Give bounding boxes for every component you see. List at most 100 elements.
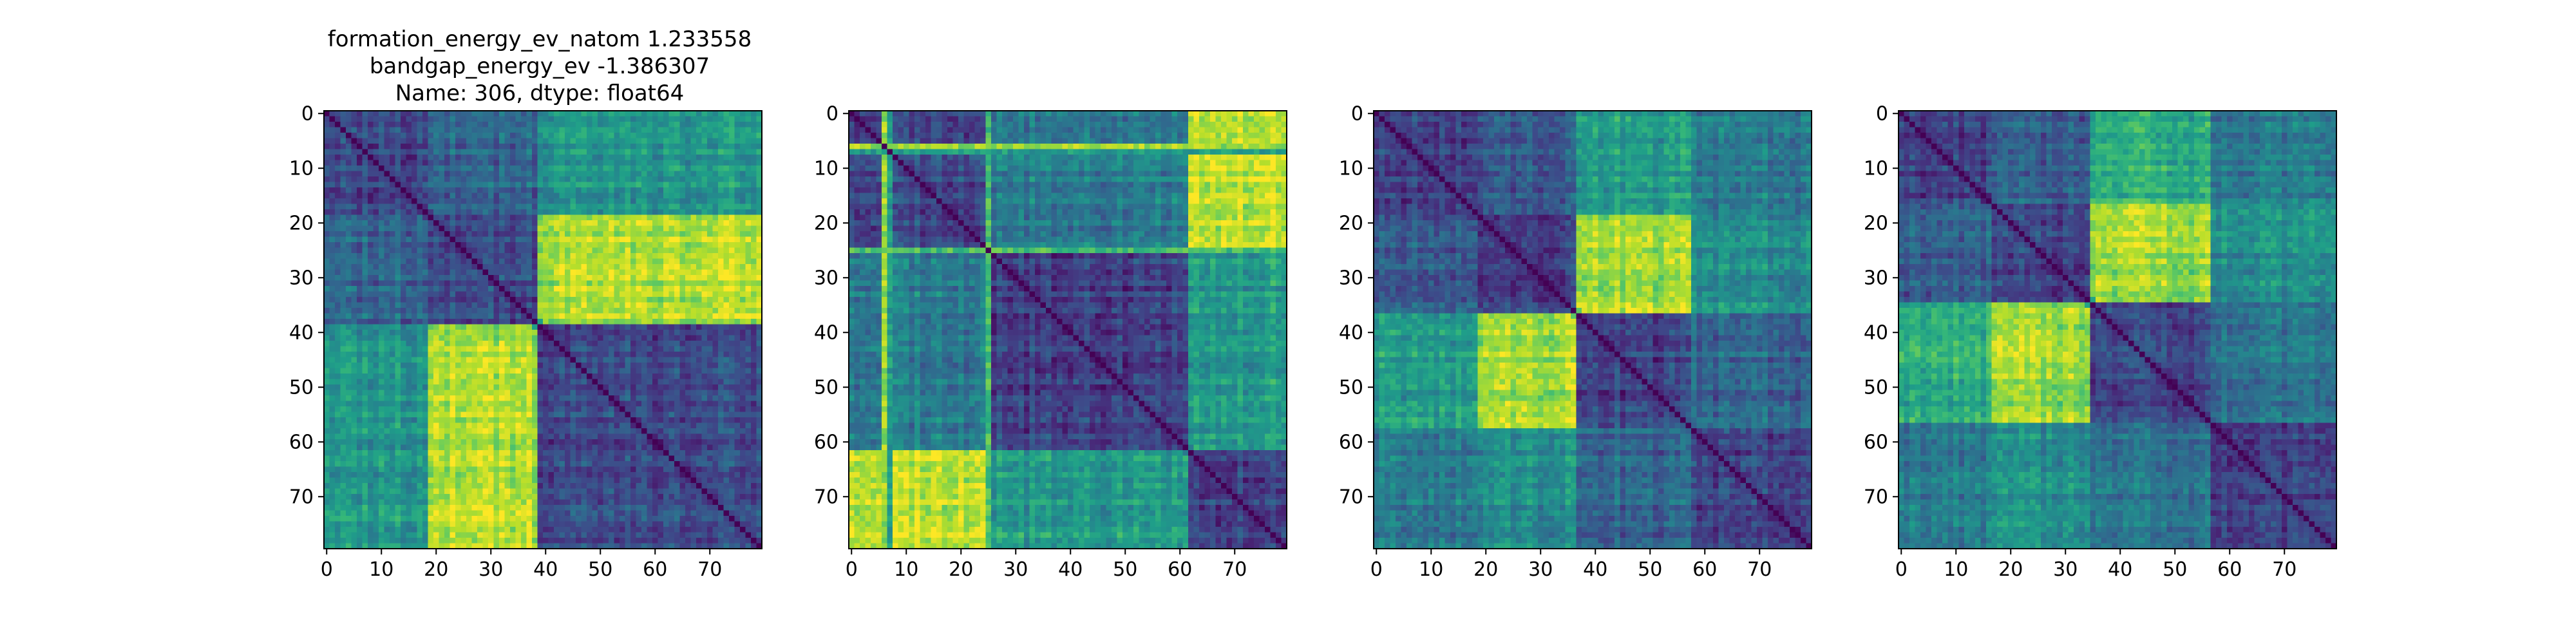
heatmap-cell [521,122,527,128]
heatmap-cell [707,160,713,166]
heatmap-cell [543,193,549,199]
heatmap-cell [560,412,565,418]
heatmap-cell [444,286,450,292]
heatmap-cell [680,166,686,171]
heatmap-cell [746,292,752,298]
heatmap-cell [713,253,719,259]
heatmap-cell [357,128,363,133]
heatmap-cell [691,253,697,259]
heatmap-cell [549,428,554,434]
heatmap-cell [658,434,664,440]
heatmap-cell [335,138,341,144]
heatmap-cell [516,445,522,451]
heatmap-cell [663,434,669,440]
heatmap-cell [603,144,609,149]
heatmap-cell [494,220,500,226]
heatmap-cell [647,341,653,346]
heatmap-cell [592,209,598,215]
heatmap-cell [680,111,686,117]
heatmap-cell [740,363,746,368]
heatmap-cell [740,379,746,385]
heatmap-cell [505,122,511,128]
heatmap-cell [691,314,697,319]
heatmap-cell [406,138,412,144]
heatmap-cell [483,303,489,308]
heatmap-cell [439,204,445,210]
heatmap-cell [483,308,489,314]
heatmap-cell [450,122,456,128]
heatmap-cell [390,368,395,374]
heatmap-cell [625,259,631,265]
heatmap-cell [406,379,412,385]
heatmap-cell [374,314,379,319]
heatmap-cell [346,111,352,117]
heatmap-cell [357,319,363,325]
heatmap-cell [565,166,571,171]
heatmap-cell [538,128,544,133]
heatmap-cell [444,209,450,215]
heatmap-cell [516,286,522,292]
heatmap-cell [472,237,478,243]
heatmap-cell [374,384,379,390]
heatmap-cell [439,390,445,396]
heatmap-cell [674,352,680,357]
heatmap-cell [696,182,702,188]
heatmap-cell [571,133,576,138]
heatmap-cell [324,325,330,330]
heatmap-cell [592,122,598,128]
heatmap-cell [713,314,719,319]
heatmap-cell [450,155,456,160]
heatmap-cell [455,434,461,440]
heatmap-cell [641,248,647,254]
heatmap-cell [379,133,384,138]
heatmap-cell [724,117,730,122]
heatmap-cell [428,138,434,144]
heatmap-cell [625,368,631,374]
heatmap-cell [565,406,571,412]
heatmap-cell [505,248,511,254]
heatmap-cell [379,286,384,292]
heatmap-cell [444,176,450,182]
heatmap-cell [625,133,631,138]
heatmap-cell [330,209,336,215]
heatmap-cell [625,111,631,117]
heatmap-cell [565,138,571,144]
heatmap-cell [352,401,357,407]
heatmap-cell [713,220,719,226]
heatmap-cell [357,149,363,155]
heatmap-cell [352,319,357,325]
heatmap-cell [614,325,620,330]
heatmap-cell [729,259,735,265]
heatmap-cell [609,434,614,440]
heatmap-cell [538,198,544,204]
heatmap-cell [718,352,724,357]
heatmap-cell [658,406,664,412]
heatmap-cell [554,259,560,265]
heatmap-cell [560,138,565,144]
heatmap-cell [707,352,713,357]
heatmap-cell [395,417,401,423]
heatmap-cell [729,160,735,166]
heatmap-cell [483,275,489,281]
heatmap-cell [494,176,500,182]
heatmap-cell [685,122,691,128]
heatmap-cell [390,325,395,330]
heatmap-cell [395,248,401,254]
heatmap-cell [707,346,713,352]
heatmap-cell [450,286,456,292]
heatmap-cell [543,357,549,363]
heatmap-cell [576,117,582,122]
heatmap-cell [685,215,691,221]
heatmap-cell [472,314,478,319]
heatmap-cell [625,352,631,357]
heatmap-cell [669,209,675,215]
heatmap-cell [532,204,538,210]
heatmap-cell [368,166,374,171]
heatmap-cell [549,209,554,215]
heatmap-cell [707,111,713,117]
heatmap-cell [674,286,680,292]
heatmap-cell [346,390,352,396]
heatmap-cell [625,445,631,451]
heatmap-cell [444,133,450,138]
heatmap-cell [494,122,500,128]
